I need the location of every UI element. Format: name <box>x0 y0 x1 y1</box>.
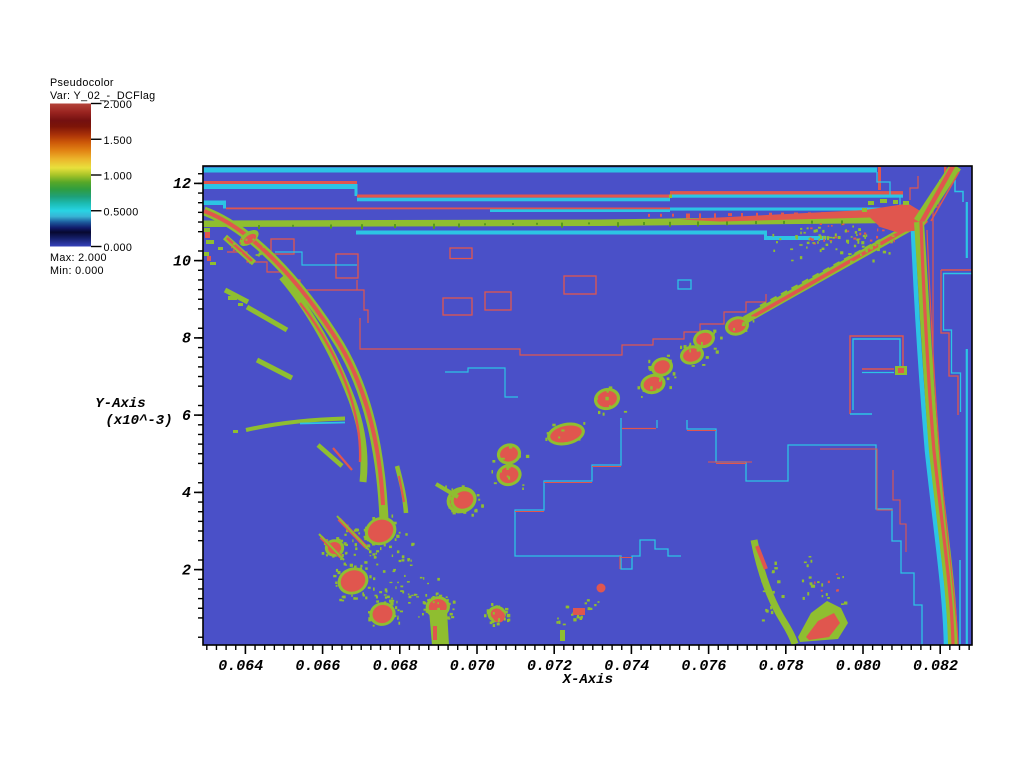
svg-text:0.078: 0.078 <box>759 658 804 675</box>
svg-text:0.066: 0.066 <box>295 658 340 675</box>
svg-text:0.068: 0.068 <box>373 658 418 675</box>
svg-text:0.070: 0.070 <box>450 658 495 675</box>
svg-text:1.500: 1.500 <box>104 135 133 147</box>
svg-text:4: 4 <box>182 485 191 502</box>
svg-text:0.082: 0.082 <box>913 658 958 675</box>
svg-text:10: 10 <box>173 253 191 270</box>
svg-text:0.072: 0.072 <box>527 658 572 675</box>
svg-text:0.064: 0.064 <box>218 658 263 675</box>
svg-text:6: 6 <box>182 408 191 425</box>
svg-text:Var: Y_02_-_DCFlag: Var: Y_02_-_DCFlag <box>50 90 156 102</box>
svg-text:12: 12 <box>173 176 191 193</box>
svg-text:(x10^-3): (x10^-3) <box>105 413 172 429</box>
svg-text:0.080: 0.080 <box>836 658 881 675</box>
svg-text:0.000: 0.000 <box>104 242 133 254</box>
svg-text:8: 8 <box>182 331 191 348</box>
svg-text:0.076: 0.076 <box>681 658 726 675</box>
svg-text:0.5000: 0.5000 <box>104 206 139 218</box>
svg-text:X-Axis: X-Axis <box>562 672 613 688</box>
svg-text:1.000: 1.000 <box>104 171 133 183</box>
svg-text:Pseudocolor: Pseudocolor <box>50 77 114 89</box>
svg-text:Y-Axis: Y-Axis <box>95 396 145 412</box>
svg-text:0.074: 0.074 <box>604 658 649 675</box>
svg-text:2: 2 <box>182 562 191 579</box>
svg-text:2.000: 2.000 <box>104 99 133 111</box>
svg-text:Max: 2.000: Max: 2.000 <box>50 252 107 264</box>
svg-text:Min: 0.000: Min: 0.000 <box>50 265 104 277</box>
